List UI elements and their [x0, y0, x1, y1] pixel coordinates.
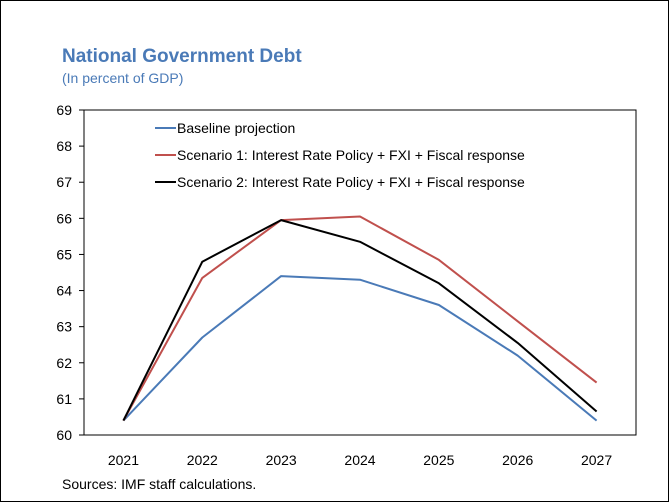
series-line-1 — [122, 275, 598, 422]
y-tick-label: 67 — [56, 174, 72, 190]
x-tick-label: 2024 — [344, 452, 375, 468]
y-tick-label: 65 — [56, 246, 72, 262]
x-tick-label: 2021 — [108, 452, 139, 468]
chart-subtitle: (In percent of GDP) — [62, 70, 184, 86]
legend-label-3: Scenario 2: Interest Rate Policy + FXI +… — [177, 174, 525, 190]
plot-area-border — [83, 109, 637, 436]
y-tick-label: 62 — [56, 355, 72, 371]
chart-title: National Government Debt — [62, 46, 302, 67]
y-tick-label: 60 — [56, 427, 72, 443]
y-tick-label: 69 — [56, 102, 72, 118]
y-tick-label: 61 — [56, 391, 72, 407]
y-tick-label: 66 — [56, 210, 72, 226]
series-line-3 — [122, 219, 598, 422]
legend-label-2: Scenario 1: Interest Rate Policy + FXI +… — [177, 147, 525, 163]
y-tick-label: 63 — [56, 319, 72, 335]
y-tick-label: 64 — [56, 283, 72, 299]
chart-source-note: Sources: IMF staff calculations. — [62, 476, 257, 492]
x-tick-label: 2023 — [266, 452, 297, 468]
x-tick-label: 2025 — [423, 452, 454, 468]
series-line-2 — [122, 215, 598, 422]
x-tick-label: 2026 — [502, 452, 533, 468]
legend-label-1: Baseline projection — [177, 120, 295, 136]
y-tick-label: 68 — [56, 138, 72, 154]
x-tick-label: 2027 — [581, 452, 612, 468]
x-tick-label: 2022 — [187, 452, 218, 468]
